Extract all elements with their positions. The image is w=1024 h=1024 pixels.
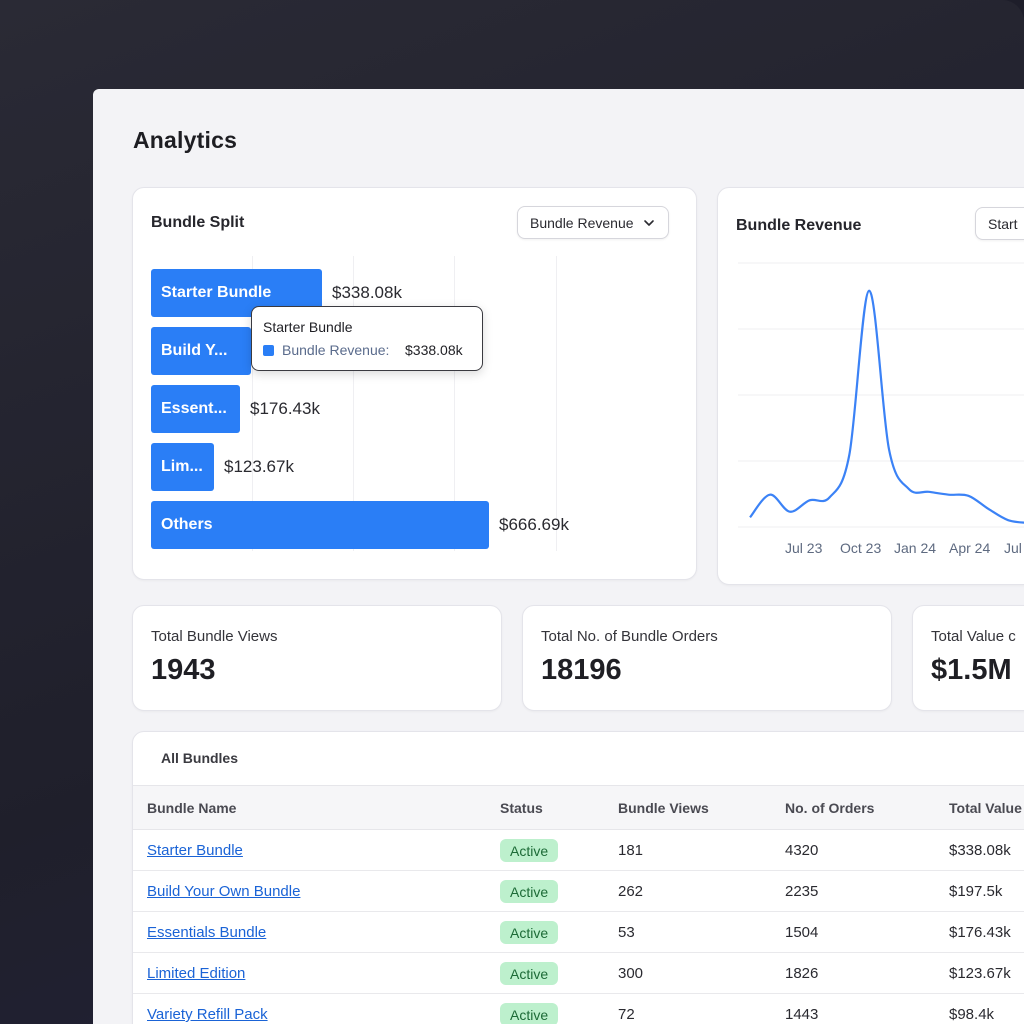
bundle-revenue-line-chart: Jul 23 Oct 23 Jan 24 Apr 24 Jul	[738, 262, 1024, 556]
column-header-bundle-views[interactable]: Bundle Views	[618, 800, 709, 816]
bundle-name-link[interactable]: Starter Bundle	[147, 842, 243, 859]
bundle-name-link[interactable]: Essentials Bundle	[147, 924, 267, 941]
bundle-revenue-dropdown[interactable]: Start	[975, 207, 1024, 240]
bundle-name-link[interactable]: Build Your Own Bundle	[147, 883, 301, 900]
bar-label: Others	[161, 516, 213, 533]
order-count: 2235	[785, 883, 819, 900]
total-value: $98.4k	[949, 1006, 995, 1023]
column-header-total-value[interactable]: Total Value	[949, 800, 1022, 816]
table-row: Variety Refill Pack Active 72 1443 $98.4…	[133, 994, 1024, 1024]
chevron-down-icon	[643, 219, 654, 226]
column-header-orders[interactable]: No. of Orders	[785, 800, 875, 816]
bundles-table-card: All Bundles Bundle Name Status Bundle Vi…	[132, 731, 1024, 1024]
stat-value: 1943	[151, 654, 216, 686]
revenue-series-line	[749, 289, 1024, 524]
x-tick-label: Jul	[1004, 540, 1022, 556]
bar-1[interactable]: Build Y...	[151, 327, 251, 375]
total-value: $197.5k	[949, 883, 1003, 900]
tooltip-title: Starter Bundle	[263, 319, 353, 335]
status-badge: Active	[500, 839, 559, 862]
bar-value-label: $176.43k	[250, 399, 320, 418]
stat-card-total-value: Total Value c $1.5M	[912, 605, 1024, 711]
stat-value: 18196	[541, 654, 622, 686]
page-title: Analytics	[133, 127, 238, 153]
bundle-views: 72	[618, 1006, 635, 1023]
grid-line	[454, 256, 455, 551]
bundle-views: 53	[618, 924, 635, 941]
total-value: $338.08k	[949, 842, 1011, 859]
stat-card-total-orders: Total No. of Bundle Orders 18196	[522, 605, 892, 711]
bundle-views: 262	[618, 883, 644, 900]
bar-label: Build Y...	[161, 342, 228, 359]
bar-label: Lim...	[161, 458, 203, 475]
bar-4[interactable]: Others	[151, 501, 489, 549]
order-count: 1443	[785, 1006, 819, 1023]
bundle-name-link[interactable]: Limited Edition	[147, 965, 246, 982]
bar-value-label: $123.67k	[224, 457, 294, 476]
tab-all-bundles[interactable]: All Bundles	[161, 750, 239, 766]
bundle-revenue-title: Bundle Revenue	[736, 217, 862, 234]
bar-label: Essent...	[161, 400, 227, 417]
bar-0[interactable]: Starter Bundle	[151, 269, 322, 317]
tooltip-swatch	[263, 345, 274, 356]
stat-value: $1.5M	[931, 654, 1012, 686]
table-row: Build Your Own Bundle Active 262 2235 $1…	[133, 871, 1024, 912]
bar-label: Starter Bundle	[161, 284, 272, 301]
dropdown-label: Bundle Revenue	[530, 214, 634, 231]
dropdown-label: Start	[988, 215, 1018, 232]
status-badge: Active	[500, 962, 559, 985]
x-tick-label: Apr 24	[949, 540, 990, 556]
grid-line	[556, 256, 557, 551]
bar-value-label: $338.08k	[332, 283, 402, 302]
bundle-split-metric-dropdown[interactable]: Bundle Revenue	[517, 206, 669, 239]
table-row: Limited Edition Active 300 1826 $123.67k	[133, 953, 1024, 994]
bundle-split-title: Bundle Split	[151, 214, 245, 231]
analytics-window: Analytics Bundle Split Bundle Revenue St…	[93, 89, 1024, 1024]
table-row: Essentials Bundle Active 53 1504 $176.43…	[133, 912, 1024, 953]
tooltip-series-label: Bundle Revenue:	[282, 342, 390, 358]
table-header: Bundle Name Status Bundle Views No. of O…	[133, 785, 1024, 830]
order-count: 1504	[785, 924, 819, 941]
stat-label: Total Bundle Views	[151, 628, 278, 645]
stat-card-total-views: Total Bundle Views 1943	[132, 605, 502, 711]
chart-tooltip: Starter Bundle Bundle Revenue: $338.08k	[251, 306, 483, 371]
order-count: 1826	[785, 965, 819, 982]
grid-line	[353, 256, 354, 551]
bundle-views: 300	[618, 965, 644, 982]
total-value: $176.43k	[949, 924, 1011, 941]
x-tick-label: Jul 23	[785, 540, 823, 556]
stat-label: Total No. of Bundle Orders	[541, 628, 718, 645]
bundle-views: 181	[618, 842, 644, 859]
bundle-name-link[interactable]: Variety Refill Pack	[147, 1006, 268, 1023]
x-tick-label: Oct 23	[840, 540, 881, 556]
table-row: Starter Bundle Active 181 4320 $338.08k	[133, 830, 1024, 871]
grid-line	[252, 256, 253, 551]
x-tick-label: Jan 24	[894, 540, 936, 556]
bundle-split-card: Bundle Split Bundle Revenue Starter Bund…	[132, 187, 697, 580]
order-count: 4320	[785, 842, 819, 859]
column-header-bundle-name[interactable]: Bundle Name	[147, 800, 237, 816]
bar-value-label: $666.69k	[499, 515, 569, 534]
bundle-revenue-card: Bundle Revenue Start Jul 23 Oct 23 Jan 24 A…	[717, 187, 1024, 585]
stat-label: Total Value c	[931, 628, 1016, 645]
status-badge: Active	[500, 1003, 559, 1024]
total-value: $123.67k	[949, 965, 1011, 982]
status-badge: Active	[500, 921, 559, 944]
column-header-status[interactable]: Status	[500, 800, 543, 816]
bar-3[interactable]: Lim...	[151, 443, 214, 491]
tooltip-value: $338.08k	[405, 342, 463, 358]
status-badge: Active	[500, 880, 559, 903]
bar-2[interactable]: Essent...	[151, 385, 240, 433]
